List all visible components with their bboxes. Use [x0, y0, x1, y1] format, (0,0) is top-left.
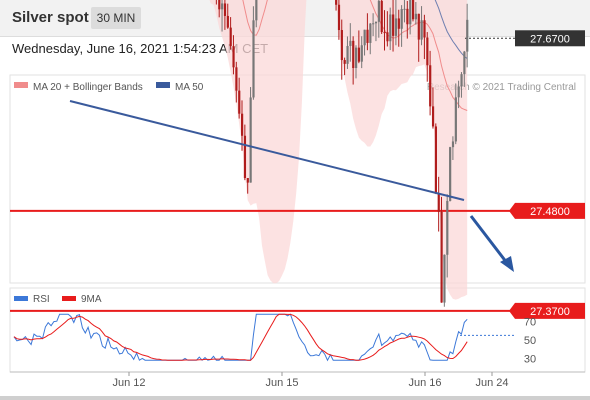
candle-body [363, 29, 366, 46]
candle-body [218, 0, 221, 10]
candle-body [386, 32, 389, 42]
level-badge-last [515, 30, 585, 47]
candle-body [229, 27, 232, 47]
candle-body [357, 47, 361, 62]
projection-arrow-head [500, 256, 514, 272]
candle-body [249, 97, 252, 183]
candle-body [466, 19, 469, 52]
x-tick-label: Jun 12 [112, 377, 145, 389]
candle-body [235, 67, 238, 91]
candle-body [457, 86, 460, 98]
candle-body [454, 97, 457, 142]
level-label-support-5: 27.3700 [530, 306, 570, 318]
x-tick-label: Jun 16 [408, 377, 441, 389]
candle-body [232, 46, 235, 68]
candle-body [389, 14, 392, 42]
candle-body [380, 0, 383, 33]
candle-body [463, 51, 466, 75]
candle-body [226, 15, 229, 28]
x-tick-label: Jun 24 [475, 377, 508, 389]
candle-body [460, 74, 463, 87]
candle-body [335, 0, 338, 5]
candle-body [429, 65, 432, 107]
candle-body [414, 13, 418, 20]
candle-body [374, 21, 378, 24]
candle-body [440, 211, 443, 303]
level-label-last: 27.6700 [530, 33, 570, 45]
ma20-line [242, 0, 468, 111]
candle-body [420, 20, 423, 40]
timestamp-subtitle: Wednesday, June 16, 2021 1:54:23 AM CET [12, 41, 269, 56]
candle-body [255, 0, 258, 21]
candle-body [446, 200, 449, 255]
legend-swatch-ma20 [14, 82, 28, 88]
candle-body [434, 126, 437, 194]
candle-body [360, 45, 363, 62]
candle-body [383, 32, 386, 34]
candle-body [352, 40, 355, 69]
candle-body [431, 106, 435, 127]
legend-swatch-ma50 [156, 82, 170, 88]
candle-body [343, 60, 346, 64]
candle-body [451, 141, 455, 148]
projection-arrow-shaft [469, 215, 509, 264]
candle-body [417, 13, 420, 40]
candle-body [241, 113, 244, 136]
candle-body [377, 0, 380, 22]
chart-title: Silver spot [12, 9, 89, 26]
candle-body [372, 23, 375, 25]
rsi-9ma-line [13, 313, 468, 361]
candle-body [437, 193, 440, 212]
candles-group [215, 0, 469, 307]
level-badge-support-5 [509, 302, 585, 319]
legend-label-ma50: MA 50 [175, 82, 204, 93]
candle-body [238, 90, 241, 114]
candle-body [403, 8, 406, 10]
candle-body [252, 20, 255, 98]
candle-body [223, 3, 227, 16]
rsi-tick-30: 30 [524, 353, 536, 365]
timeframe-badge[interactable]: 30 MIN [91, 7, 141, 29]
candle-body [423, 20, 426, 38]
candle-body [340, 30, 343, 61]
candle-body [392, 14, 395, 36]
legend-label-ma20: MA 20 + Bollinger Bands [33, 82, 143, 93]
candle-body [394, 18, 398, 36]
trendline [69, 100, 465, 201]
candle-body [397, 18, 400, 29]
rsi-tick-70: 70 [524, 317, 536, 329]
legend-swatch-rsi [14, 296, 28, 301]
candle-body [246, 178, 249, 183]
legend-label-9ma: 9MA [81, 294, 102, 305]
candle-body [349, 40, 352, 46]
candle-body [355, 47, 358, 69]
candle-body [366, 29, 369, 43]
level-badge-support-4 [509, 202, 585, 219]
candle-body [443, 254, 446, 303]
candle-body [369, 23, 372, 43]
candle-body [406, 8, 409, 25]
level-label-support-4: 27.4800 [530, 206, 570, 218]
candle-body [412, 0, 415, 20]
rsi-tick-50: 50 [524, 335, 536, 347]
credit-text: Research © 2021 Trading Central [427, 82, 576, 93]
candle-body [400, 8, 403, 29]
bottom-divider [0, 396, 590, 400]
bollinger-band [209, 0, 468, 300]
x-tick-label: Jun 15 [265, 377, 298, 389]
legend-label-rsi: RSI [33, 294, 50, 305]
candle-body [409, 0, 412, 25]
rsi-line [13, 313, 468, 362]
candle-body [221, 3, 224, 10]
candle-body [243, 135, 247, 179]
legend-swatch-9ma [62, 296, 76, 301]
candle-body [337, 4, 341, 31]
candle-body [426, 37, 429, 66]
candle-body [449, 147, 452, 201]
candle-body [346, 45, 349, 64]
